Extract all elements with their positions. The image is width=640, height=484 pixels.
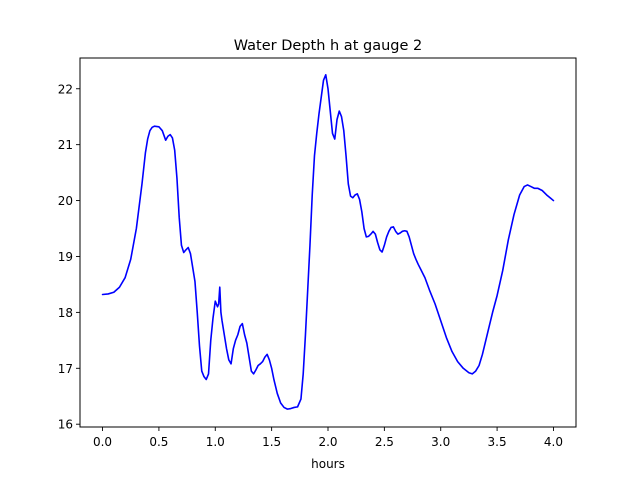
x-tick-label: 3.0 bbox=[431, 435, 450, 449]
chart-title: Water Depth h at gauge 2 bbox=[234, 38, 422, 54]
series-line-0 bbox=[101, 73, 555, 410]
y-tick-label: 19 bbox=[58, 250, 73, 264]
y-tick-label: 20 bbox=[58, 194, 73, 208]
x-tick-label: 3.5 bbox=[488, 435, 507, 449]
y-tick-label: 22 bbox=[58, 82, 73, 96]
x-tick-label: 0.0 bbox=[93, 435, 112, 449]
x-tick-label: 1.0 bbox=[206, 435, 225, 449]
plot-area: 0.0 0.5 1.0 1.5 2.0 2.5 3.0 3.5 4.0 16 17 18 19 20 21 2… bbox=[58, 57, 577, 449]
x-tick-label: 2.0 bbox=[318, 435, 337, 449]
x-axis-label: hours bbox=[311, 457, 345, 471]
y-tick-label: 17 bbox=[58, 362, 73, 376]
x-tick-label: 1.5 bbox=[262, 435, 281, 449]
x-tick-label: 2.5 bbox=[375, 435, 394, 449]
y-tick-label: 16 bbox=[58, 418, 73, 432]
y-tick-label: 18 bbox=[58, 306, 73, 320]
x-tick-label: 0.5 bbox=[149, 435, 168, 449]
y-tick-label: 21 bbox=[58, 138, 73, 152]
x-tick-label: 4.0 bbox=[544, 435, 563, 449]
